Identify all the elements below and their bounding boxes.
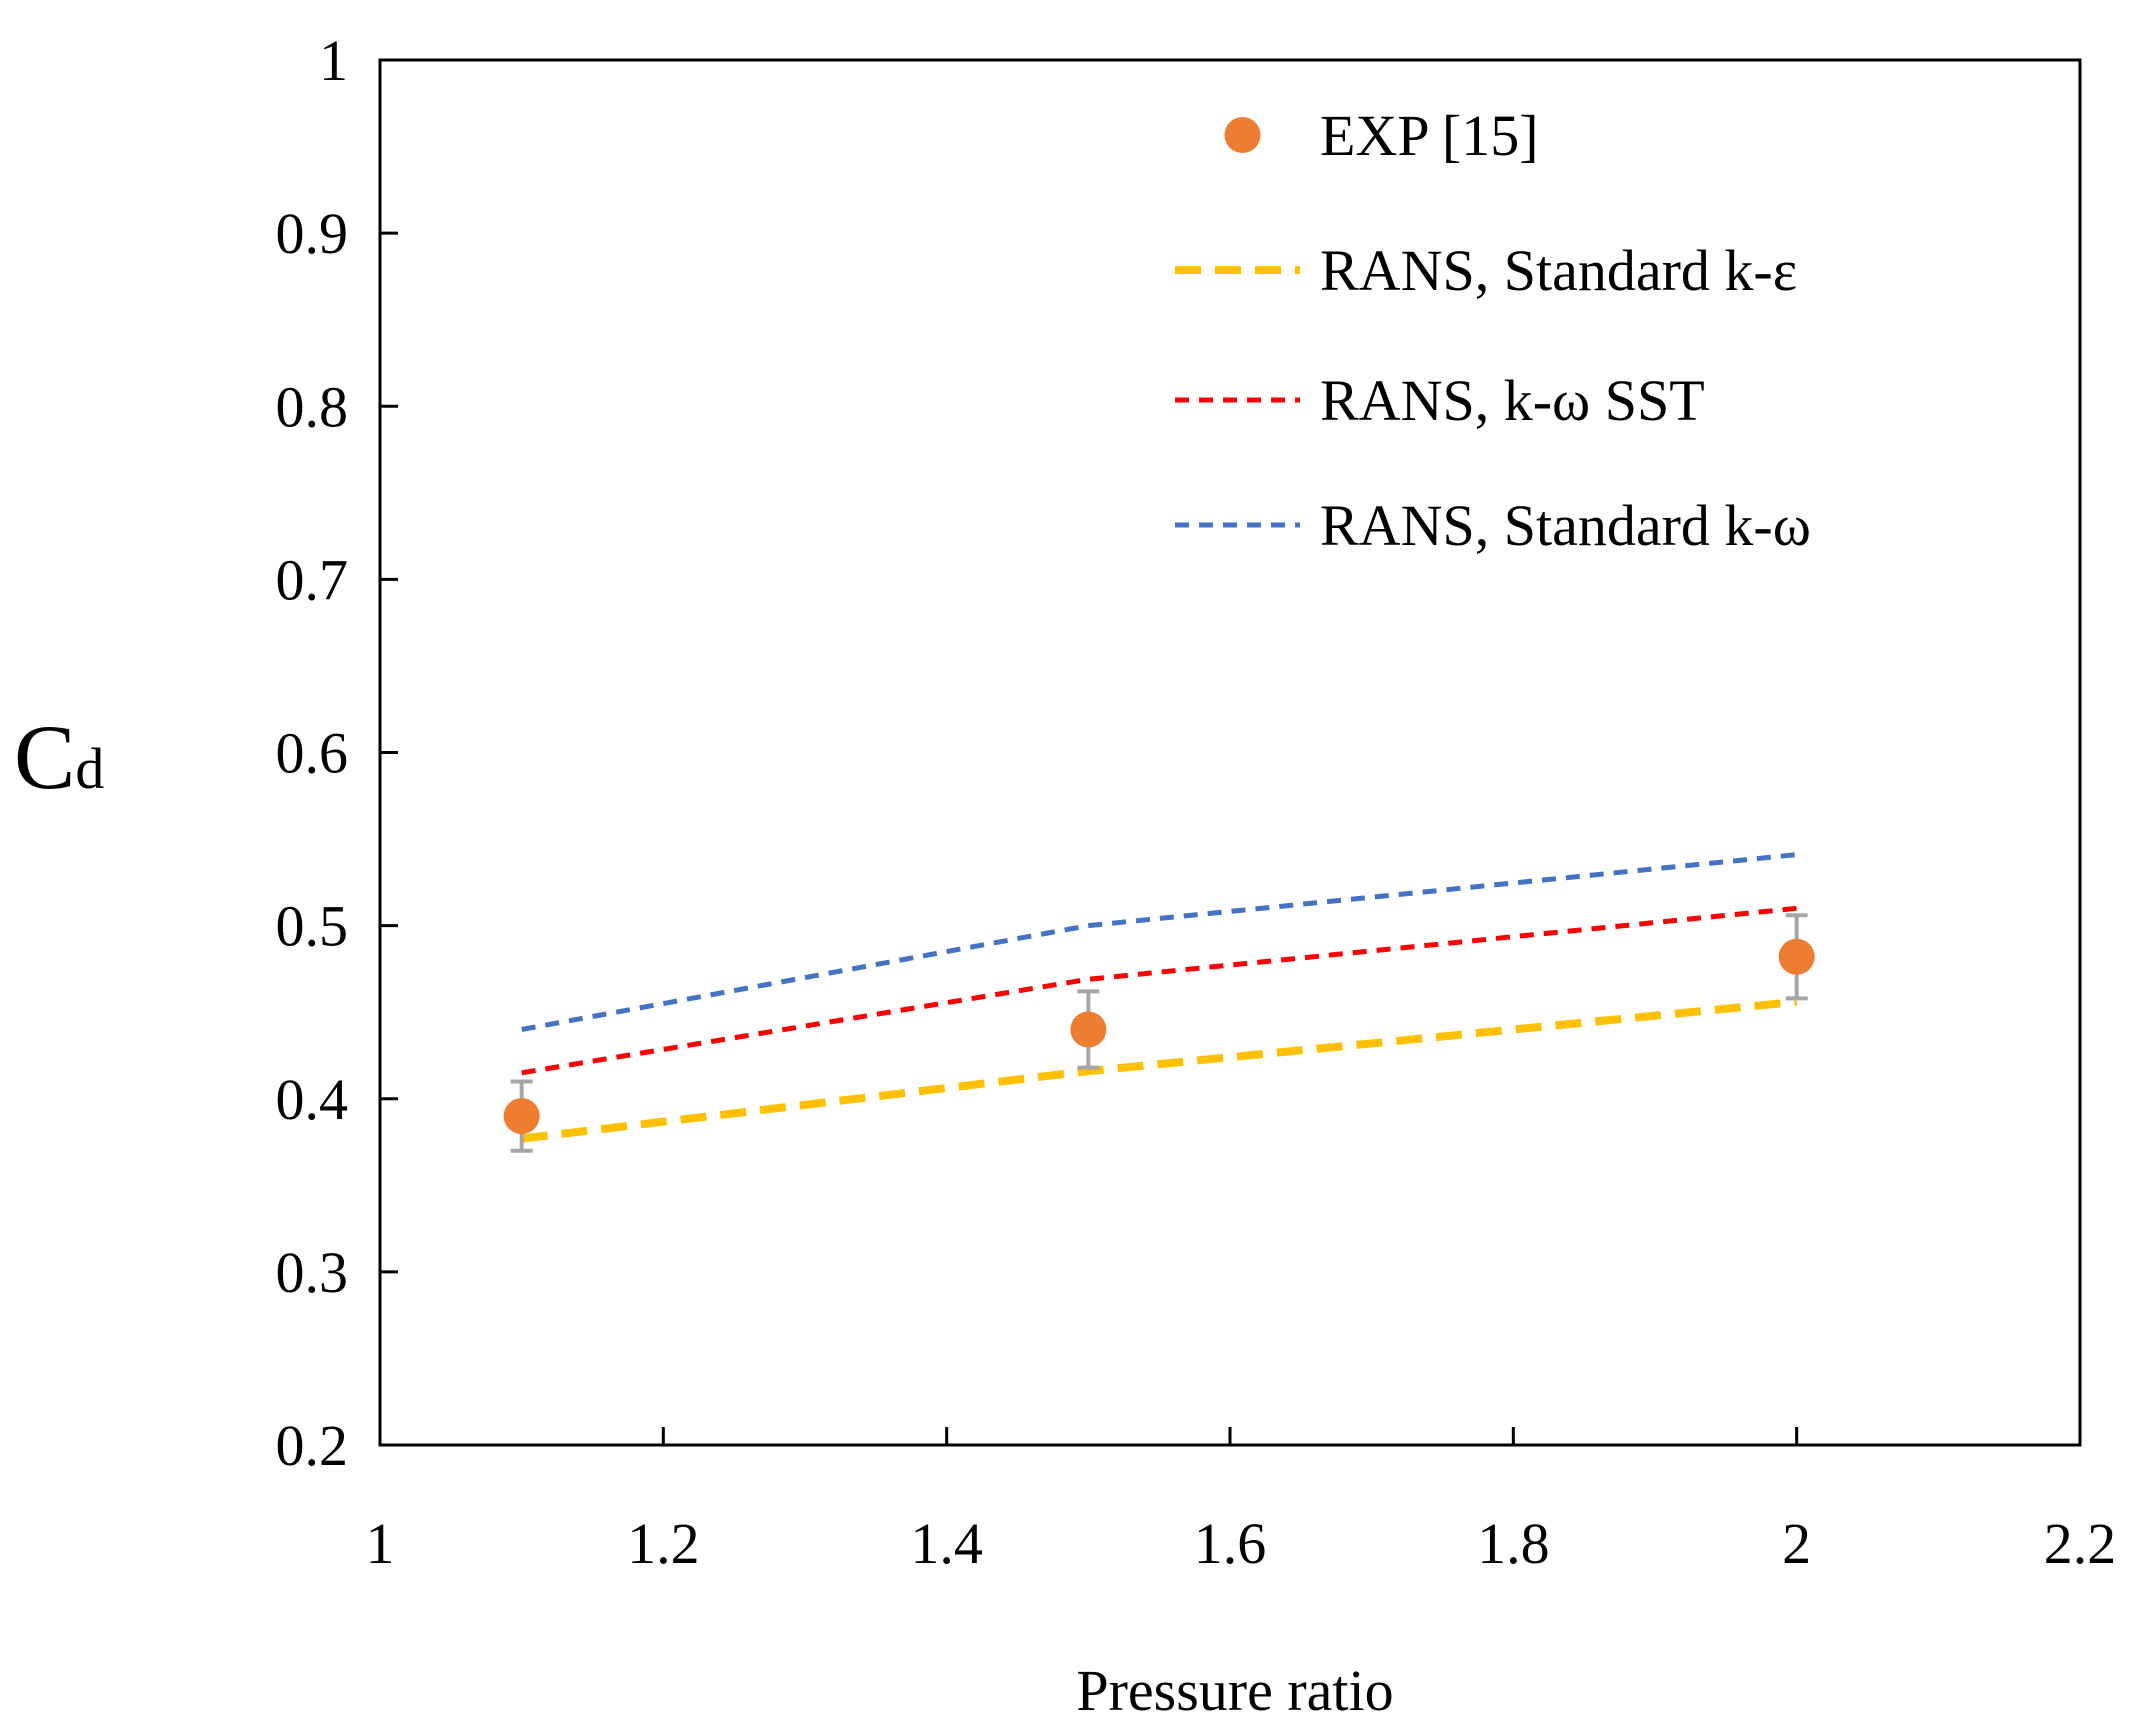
y-axis-title: Cd [14, 706, 104, 808]
y-tick-label: 0.8 [276, 374, 349, 439]
x-tick-label: 1.4 [910, 1511, 983, 1576]
x-tick-label: 1.8 [1477, 1511, 1550, 1576]
series-line-3 [521, 852, 1797, 1032]
y-tick-label: 0.2 [276, 1413, 349, 1478]
y-tick-label: 0.6 [276, 721, 349, 786]
data-point [503, 1098, 540, 1135]
x-tick-label: 2 [1782, 1511, 1811, 1576]
legend: EXP [15] RANS, Standard k-ε RANS, k-ω SST R… [1175, 103, 1811, 558]
series-layer [503, 852, 1815, 1153]
y-tick-label: 0.3 [276, 1240, 349, 1305]
x-tick-label: 1.6 [1194, 1511, 1267, 1576]
data-point [1070, 1011, 1107, 1048]
y-tick-label: 1 [319, 28, 348, 93]
series-line-1 [521, 997, 1798, 1143]
y-tick-label: 0.5 [276, 894, 349, 959]
x-tick-label: 2.2 [2044, 1511, 2117, 1576]
legend-label: RANS, k-ω SST [1320, 368, 1705, 433]
data-point [1778, 938, 1815, 975]
x-tick-label: 1 [366, 1511, 395, 1576]
x-tick-label: 1.2 [627, 1511, 700, 1576]
y-axis-title-subscript: d [75, 736, 104, 801]
legend-label: RANS, Standard k-ε [1320, 238, 1797, 303]
legend-marker [1224, 117, 1261, 153]
legend-label: EXP [15] [1320, 103, 1539, 168]
y-tick-label: 0.9 [276, 201, 349, 266]
y-axis-title-main: C [14, 706, 75, 808]
axes-layer: 0.2 0.3 0.4 0.5 0.6 0.7 0.8 0.9 1 1 1.2 1.4 1.6 1.8 2 2… [276, 28, 2117, 1576]
legend-label: RANS, Standard k-ω [1320, 493, 1811, 558]
x-axis-title: Pressure ratio [1076, 1658, 1393, 1723]
y-tick-label: 0.4 [276, 1067, 349, 1132]
y-tick-label: 0.7 [276, 547, 349, 612]
